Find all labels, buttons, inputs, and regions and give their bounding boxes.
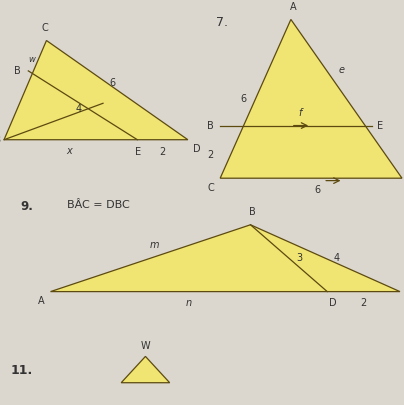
- Text: m: m: [150, 240, 159, 250]
- Text: 2: 2: [360, 298, 367, 308]
- Polygon shape: [50, 225, 400, 292]
- Polygon shape: [220, 19, 402, 178]
- Text: 2: 2: [208, 150, 214, 160]
- Text: B: B: [249, 207, 256, 217]
- Text: E: E: [135, 147, 141, 157]
- Text: 7.: 7.: [216, 16, 228, 29]
- Text: 6: 6: [109, 78, 115, 88]
- Text: E: E: [377, 121, 383, 130]
- Text: C: C: [208, 183, 215, 193]
- Text: D: D: [193, 144, 200, 154]
- Text: 6: 6: [240, 94, 246, 104]
- Text: f: f: [298, 108, 302, 118]
- Text: A: A: [38, 296, 45, 307]
- Text: W: W: [141, 341, 150, 351]
- Text: D: D: [329, 298, 337, 308]
- Text: 4: 4: [76, 104, 82, 114]
- Text: C: C: [41, 23, 48, 33]
- Text: n: n: [186, 298, 192, 308]
- Polygon shape: [4, 40, 188, 140]
- Text: B: B: [207, 121, 214, 130]
- Text: 4: 4: [333, 253, 339, 263]
- Polygon shape: [121, 356, 170, 383]
- Text: 2: 2: [160, 147, 166, 157]
- Text: BÂC = DBC: BÂC = DBC: [67, 200, 129, 211]
- Text: 11.: 11.: [10, 364, 32, 377]
- Text: x: x: [66, 146, 72, 156]
- Text: w: w: [28, 55, 35, 64]
- Text: A: A: [290, 2, 296, 12]
- Text: B: B: [14, 66, 21, 76]
- Text: 6: 6: [314, 185, 320, 196]
- Text: 9.: 9.: [20, 200, 33, 213]
- Text: e: e: [339, 66, 345, 75]
- Text: 3: 3: [296, 253, 302, 263]
